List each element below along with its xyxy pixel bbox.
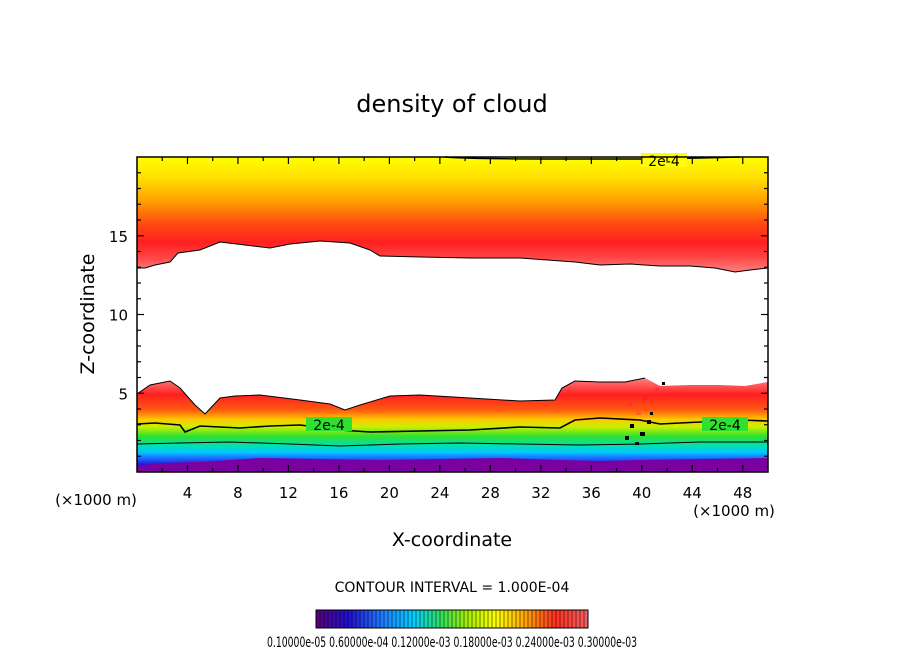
bottom-edge [137, 458, 768, 472]
y-tick-label: 10 [109, 307, 128, 325]
plot-area [137, 157, 768, 472]
x-unit-left: (×1000 m) [55, 491, 137, 509]
x-unit-right: (×1000 m) [693, 502, 775, 520]
x-tick-label: 32 [531, 484, 550, 502]
axis-ticks [137, 157, 768, 472]
x-tick-label: 36 [582, 484, 601, 502]
x-tick-label: 48 [733, 484, 752, 502]
x-tick-label: 16 [329, 484, 348, 502]
y-tick-label: 5 [118, 385, 128, 403]
contour-label: 2e-4 [648, 154, 680, 170]
colorbar-labels: 0.10000e-05 0.60000e-04 0.12000e-03 0.18… [267, 635, 637, 651]
contour-label: 2e-4 [709, 418, 741, 434]
y-tick-labels: 5 10 15 [109, 228, 128, 404]
y-axis-label: Z-coordinate [77, 254, 99, 375]
x-tick-label: 12 [279, 484, 298, 502]
contour-label: 2e-4 [313, 418, 345, 434]
x-tick-label: 4 [183, 484, 193, 502]
y-tick-label: 15 [109, 228, 128, 246]
x-tick-label: 20 [380, 484, 399, 502]
upper-cloud-layer [137, 157, 768, 272]
x-tick-label: 44 [683, 484, 702, 502]
lower-cloud-layer [137, 378, 768, 472]
chart-title: density of cloud [356, 90, 547, 118]
x-tick-label: 40 [632, 484, 651, 502]
contour-label-group: 2e-4 2e-4 2e-4 [306, 153, 748, 434]
contour-lines [136, 156, 769, 447]
x-tick-labels: 4 8 12 16 20 24 28 32 36 40 44 48 [183, 484, 753, 502]
colorbar [315, 609, 589, 629]
x-tick-label: 28 [481, 484, 500, 502]
contour-interval-text: CONTOUR INTERVAL = 1.000E-04 [335, 580, 570, 596]
x-axis-label: X-coordinate [392, 529, 512, 551]
x-tick-label: 24 [430, 484, 449, 502]
x-tick-label: 8 [233, 484, 243, 502]
